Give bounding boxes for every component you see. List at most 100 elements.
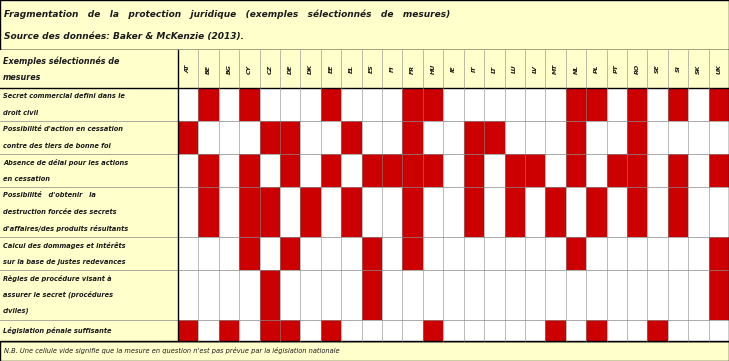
Bar	[586, 88, 607, 121]
Bar	[300, 270, 321, 319]
Bar	[443, 270, 464, 319]
Bar	[484, 187, 504, 237]
Bar	[402, 88, 423, 121]
Bar	[607, 237, 627, 270]
Text: CY: CY	[247, 64, 252, 74]
Bar	[239, 270, 260, 319]
Bar	[0, 319, 178, 341]
Text: Possibilité   d'obtenir   la: Possibilité d'obtenir la	[3, 192, 96, 199]
Bar	[688, 270, 709, 319]
Text: AT: AT	[186, 65, 191, 73]
Text: NL: NL	[574, 64, 578, 74]
Bar	[178, 237, 198, 270]
Bar	[668, 154, 688, 187]
Bar	[239, 88, 260, 121]
Bar	[382, 270, 402, 319]
Text: BE: BE	[206, 65, 211, 74]
Bar	[709, 270, 729, 319]
Bar	[402, 154, 423, 187]
Bar	[0, 50, 729, 88]
Bar	[362, 270, 382, 319]
Text: LT: LT	[492, 65, 497, 73]
Text: CZ: CZ	[268, 64, 273, 74]
Text: Source des données: Baker & McKenzie (2013).: Source des données: Baker & McKenzie (20…	[4, 31, 244, 40]
Bar	[382, 88, 402, 121]
Bar	[0, 0, 729, 50]
Bar	[709, 88, 729, 121]
Text: DE: DE	[288, 64, 293, 74]
Text: ES: ES	[370, 65, 375, 73]
Bar	[607, 154, 627, 187]
Bar	[647, 121, 668, 154]
Bar	[0, 154, 178, 187]
Bar	[647, 154, 668, 187]
Bar	[443, 121, 464, 154]
Bar	[464, 187, 484, 237]
Bar	[321, 88, 341, 121]
Text: mesures: mesures	[3, 73, 42, 82]
Bar	[668, 88, 688, 121]
Bar	[443, 88, 464, 121]
Bar	[647, 88, 668, 121]
Bar	[443, 154, 464, 187]
Bar	[709, 154, 729, 187]
Bar	[362, 187, 382, 237]
Text: FR: FR	[410, 64, 416, 74]
Bar	[668, 237, 688, 270]
Bar	[382, 121, 402, 154]
Bar	[668, 319, 688, 341]
Text: droit civil: droit civil	[3, 110, 38, 116]
Text: sur la base de justes redevances: sur la base de justes redevances	[3, 258, 125, 265]
Bar	[484, 319, 504, 341]
Bar	[178, 187, 198, 237]
Bar	[423, 319, 443, 341]
Bar	[504, 88, 525, 121]
Text: assurer le secret (procédures: assurer le secret (procédures	[3, 291, 113, 299]
Bar	[219, 121, 239, 154]
Bar	[300, 319, 321, 341]
Bar	[280, 237, 300, 270]
Text: civiles): civiles)	[3, 308, 29, 314]
Bar	[566, 154, 586, 187]
Bar	[280, 319, 300, 341]
Bar	[321, 319, 341, 341]
Text: Absence de délai pour les actions: Absence de délai pour les actions	[3, 159, 128, 166]
Bar	[586, 121, 607, 154]
Bar	[688, 121, 709, 154]
Bar	[382, 187, 402, 237]
Text: PL: PL	[594, 65, 599, 73]
Bar	[178, 88, 198, 121]
Bar	[321, 187, 341, 237]
Bar	[362, 154, 382, 187]
Bar	[566, 270, 586, 319]
Bar	[668, 187, 688, 237]
Bar	[627, 121, 647, 154]
Bar	[627, 154, 647, 187]
Text: Règles de procédure visant à: Règles de procédure visant à	[3, 275, 112, 282]
Bar	[688, 154, 709, 187]
Bar	[586, 270, 607, 319]
Bar	[260, 88, 280, 121]
Bar	[525, 187, 545, 237]
Bar	[300, 154, 321, 187]
Text: HU: HU	[431, 64, 436, 74]
Bar	[566, 237, 586, 270]
Bar	[607, 319, 627, 341]
Bar	[586, 187, 607, 237]
Bar	[688, 187, 709, 237]
Bar	[484, 121, 504, 154]
Bar	[647, 319, 668, 341]
Bar	[423, 270, 443, 319]
Text: Possibilité d'action en cessation: Possibilité d'action en cessation	[3, 126, 123, 132]
Text: Fragmentation   de   la   protection   juridique   (exemples   sélectionnés   de: Fragmentation de la protection juridique…	[4, 9, 451, 19]
Bar	[709, 319, 729, 341]
Bar	[402, 237, 423, 270]
Bar	[260, 237, 280, 270]
Bar	[0, 88, 178, 121]
Bar	[198, 237, 219, 270]
Bar	[219, 270, 239, 319]
Bar	[464, 270, 484, 319]
Bar	[178, 154, 198, 187]
Bar	[464, 88, 484, 121]
Text: UK: UK	[717, 64, 721, 74]
